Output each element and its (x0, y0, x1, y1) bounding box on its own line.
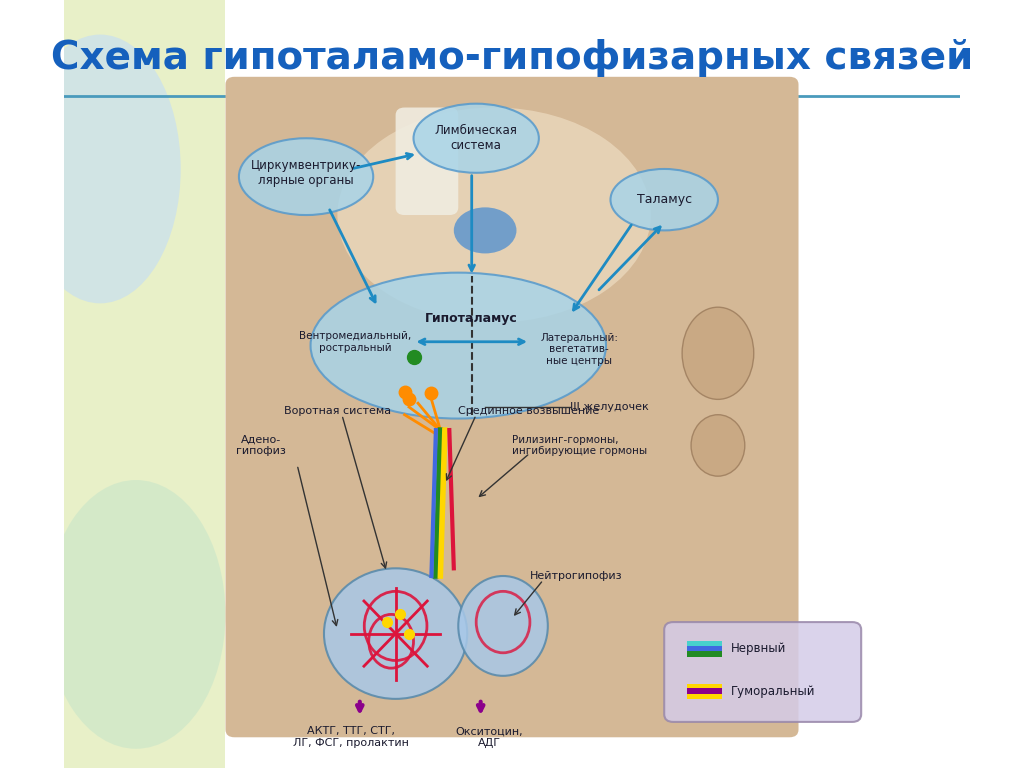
Ellipse shape (682, 307, 754, 399)
Ellipse shape (459, 576, 548, 676)
Text: Вентромедиальный,
ростральный: Вентромедиальный, ростральный (299, 331, 412, 353)
Text: Рилизинг-гормоны,
ингибирующие гормоны: Рилизинг-гормоны, ингибирующие гормоны (512, 435, 647, 456)
FancyBboxPatch shape (687, 688, 722, 694)
Text: Гуморальный: Гуморальный (731, 685, 816, 697)
Text: Гипоталамус: Гипоталамус (425, 313, 518, 325)
Text: Окситоцин,
АДГ: Окситоцин, АДГ (456, 727, 523, 748)
Text: Срединное возвышение: Срединное возвышение (459, 406, 599, 416)
Text: Латеральный:
вегетатив-
ные центры: Латеральный: вегетатив- ные центры (540, 333, 618, 366)
Ellipse shape (454, 207, 516, 253)
Ellipse shape (610, 169, 718, 230)
Text: Нервный: Нервный (731, 643, 786, 655)
Ellipse shape (19, 35, 180, 303)
Ellipse shape (239, 138, 373, 215)
Text: III желудочек: III желудочек (570, 402, 649, 412)
FancyBboxPatch shape (687, 641, 722, 646)
Ellipse shape (310, 273, 606, 419)
FancyBboxPatch shape (665, 622, 861, 722)
FancyBboxPatch shape (687, 646, 722, 651)
Text: Лимбическая
система: Лимбическая система (435, 124, 517, 152)
FancyBboxPatch shape (687, 694, 722, 699)
Text: Схема гипоталамо-гипофизарных связей: Схема гипоталамо-гипофизарных связей (51, 38, 973, 77)
Ellipse shape (691, 415, 744, 476)
FancyBboxPatch shape (65, 0, 225, 768)
FancyBboxPatch shape (687, 684, 722, 699)
FancyBboxPatch shape (687, 651, 722, 657)
FancyBboxPatch shape (395, 108, 459, 215)
Ellipse shape (324, 568, 467, 699)
Text: Воротная система: Воротная система (284, 406, 391, 416)
Ellipse shape (46, 480, 225, 749)
Text: Адено-
гипофиз: Адено- гипофиз (237, 435, 287, 456)
Text: Таламус: Таламус (637, 194, 692, 206)
FancyBboxPatch shape (687, 641, 722, 657)
Text: Нейтрогипофиз: Нейтрогипофиз (529, 571, 623, 581)
Ellipse shape (337, 108, 651, 323)
Text: Циркумвентрику-
лярные органы: Циркумвентрику- лярные органы (251, 159, 361, 187)
Text: АКТГ, ТТГ, СТГ,
ЛГ, ФСГ, пролактин: АКТГ, ТТГ, СТГ, ЛГ, ФСГ, пролактин (293, 727, 409, 748)
FancyBboxPatch shape (225, 77, 799, 737)
Ellipse shape (414, 104, 539, 173)
